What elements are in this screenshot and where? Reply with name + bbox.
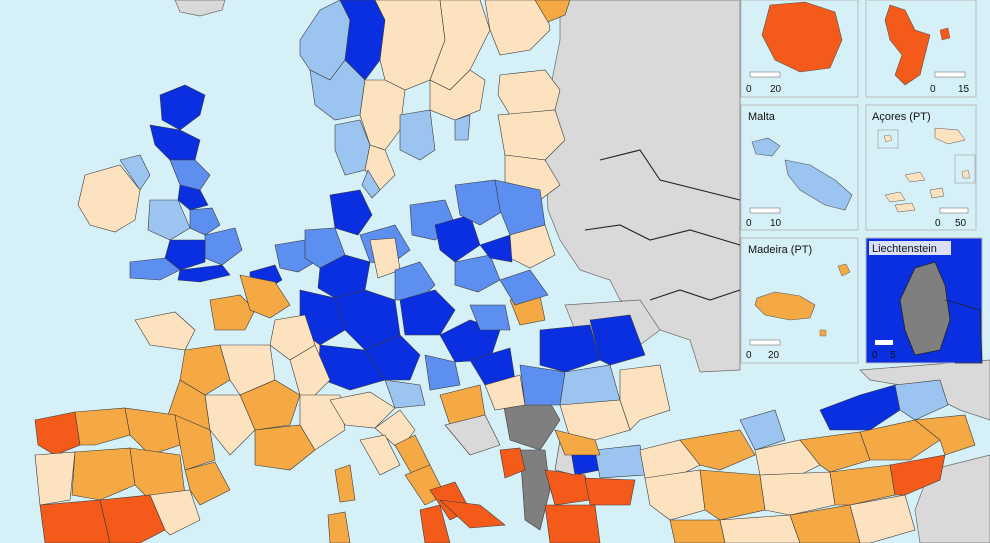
reunion-scale-max: 20 [770,84,782,95]
balkan-regions [439,384,646,543]
romania-hungary-regions [484,314,671,456]
seychelles-scale-max: 15 [958,84,970,95]
seychelles-island [884,4,931,86]
acores-island-b [904,171,926,183]
france-regions [134,274,346,471]
liechtenstein-scale-max: 5 [890,350,896,361]
acores-label: Açores (PT) [872,111,931,123]
reunion-island [761,1,843,73]
malta-label: Malta [748,111,776,123]
british-isles-regions [77,84,243,283]
nordic-regions [299,0,571,199]
acores-scale-0: 0 [935,218,941,229]
turkey-regions [639,379,976,543]
acores-island-a [934,127,966,145]
iceland-region [174,0,226,17]
acores-island-d [929,187,945,199]
baltic-regions [497,69,566,201]
inset-liechtenstein: Liechtenstein 0 5 [865,237,983,364]
acores-scale-max: 50 [955,218,967,229]
inset-madeira: Madeira (PT) 0 20 [740,237,859,364]
iberia-regions [34,407,231,543]
acores-island-e [894,202,916,213]
inset-reunion: 0 20 [740,0,859,98]
malta-main-island [784,159,853,211]
inset-malta: Malta 0 10 [740,104,859,231]
malta-gozo-island [751,137,781,157]
seychelles-scale-0: 0 [930,84,936,95]
madeira-scale-0: 0 [746,350,752,361]
inset-panels: 0 20 0 15 Malta 0 10 Açores (PT) [740,0,983,364]
liechtenstein-scale-0: 0 [872,350,878,361]
madeira-scale-max: 20 [768,350,780,361]
inset-acores: Açores (PT) 0 50 [865,104,977,231]
italy-regions [327,391,506,543]
acores-island-c [884,191,906,203]
madeira-label: Madeira (PT) [748,244,812,256]
porto-santo-island [837,263,851,277]
liechtenstein-territory [899,261,951,356]
reunion-scale-0: 0 [746,84,752,95]
malta-scale-0: 0 [746,218,752,229]
inset-seychelles: 0 15 [865,0,977,98]
madeira-island [754,291,816,321]
liechtenstein-label: Liechtenstein [872,243,937,255]
malta-scale-max: 10 [770,218,782,229]
